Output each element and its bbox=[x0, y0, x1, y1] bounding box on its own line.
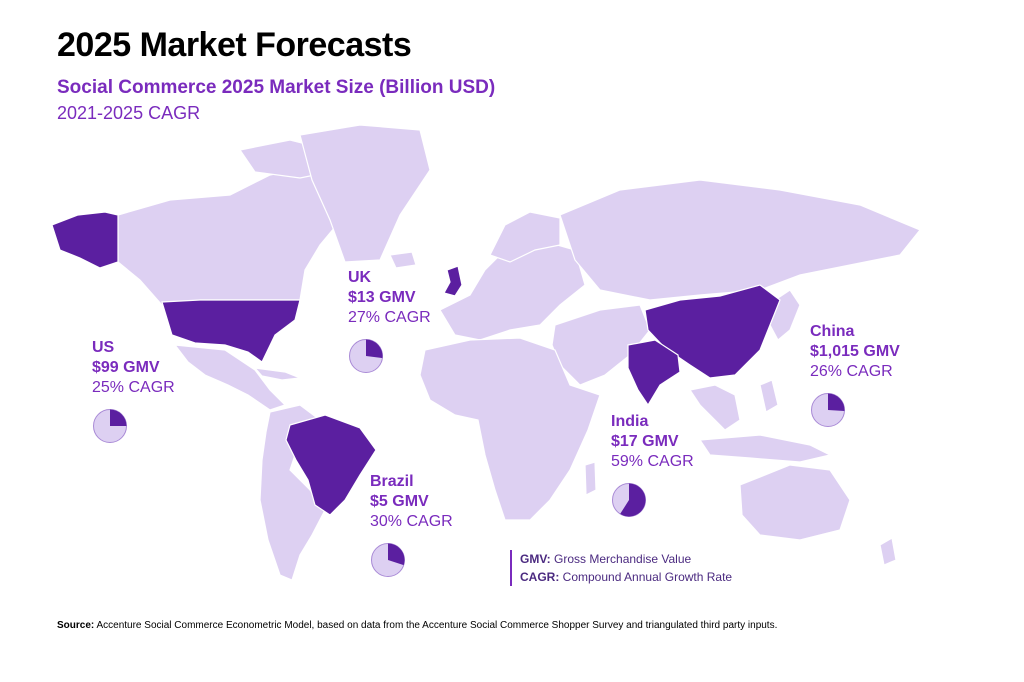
callout-india: India $17 GMV 59% CAGR bbox=[611, 412, 694, 518]
landmass-southeast-asia bbox=[689, 384, 741, 431]
page-subtitle-cagr: 2021-2025 CAGR bbox=[57, 103, 201, 123]
market-name: China bbox=[810, 323, 855, 340]
market-cagr: 26% CAGR bbox=[810, 363, 893, 380]
pie-slice-cagr bbox=[620, 483, 646, 517]
country-india bbox=[627, 339, 681, 407]
landmass-indonesia bbox=[698, 434, 832, 463]
market-gmv: $1,015 GMV bbox=[810, 343, 900, 360]
landmass-australia bbox=[739, 464, 851, 541]
market-gmv: $13 GMV bbox=[348, 289, 416, 306]
market-name: UK bbox=[348, 269, 372, 286]
country-usa bbox=[161, 299, 301, 363]
callout-brazil: Brazil $5 GMV 30% CAGR bbox=[370, 472, 453, 578]
cagr-pie-chart bbox=[93, 409, 127, 443]
pie-slice-cagr bbox=[366, 339, 383, 359]
landmass-scandinavia bbox=[489, 211, 561, 263]
legend-gmv-abbr: GMV: bbox=[520, 552, 551, 566]
page-subtitle: Social Commerce 2025 Market Size (Billio… bbox=[57, 77, 496, 98]
market-cagr: 59% CAGR bbox=[611, 453, 694, 470]
pie-slice-cagr bbox=[110, 409, 127, 426]
legend-gmv: GMV: Gross Merchandise Value bbox=[520, 550, 732, 568]
source-label: Source: bbox=[57, 620, 95, 631]
source-text: Accenture Social Commerce Econometric Mo… bbox=[96, 620, 778, 631]
landmass-philippines bbox=[759, 379, 779, 413]
country-brazil bbox=[285, 414, 377, 516]
legend-cagr-abbr: CAGR: bbox=[520, 570, 560, 584]
legend-cagr-text: Compound Annual Growth Rate bbox=[562, 570, 733, 584]
legend: GMV: Gross Merchandise Value CAGR: Compo… bbox=[510, 550, 732, 586]
landmass-greenland bbox=[299, 124, 431, 263]
callout-us: US $99 GMV 25% CAGR bbox=[92, 338, 175, 444]
market-name: India bbox=[611, 413, 649, 430]
pie-slice-cagr bbox=[388, 543, 405, 566]
page-title: 2025 Market Forecasts bbox=[57, 26, 412, 64]
source-note: Source: Accenture Social Commerce Econom… bbox=[57, 620, 777, 631]
market-gmv: $5 GMV bbox=[370, 493, 429, 510]
landmass-iceland bbox=[389, 251, 417, 269]
market-cagr: 30% CAGR bbox=[370, 513, 453, 530]
landmass-caribbean bbox=[253, 367, 301, 381]
landmass-new-zealand bbox=[879, 537, 897, 566]
cagr-pie-chart bbox=[811, 393, 845, 427]
market-cagr: 25% CAGR bbox=[92, 379, 175, 396]
landmass-north-america bbox=[117, 164, 361, 306]
legend-gmv-text: Gross Merchandise Value bbox=[554, 552, 692, 566]
callout-china: China $1,015 GMV 26% CAGR bbox=[810, 322, 900, 428]
country-uk bbox=[443, 265, 463, 297]
market-cagr: 27% CAGR bbox=[348, 309, 431, 326]
legend-cagr: CAGR: Compound Annual Growth Rate bbox=[520, 568, 732, 586]
landmass-russia bbox=[559, 179, 921, 301]
callout-uk: UK $13 GMV 27% CAGR bbox=[348, 268, 431, 374]
market-name: US bbox=[92, 339, 115, 356]
landmass-madagascar bbox=[584, 461, 597, 496]
country-alaska bbox=[51, 211, 119, 269]
market-name: Brazil bbox=[370, 473, 414, 490]
cagr-pie-chart bbox=[349, 339, 383, 373]
market-gmv: $17 GMV bbox=[611, 433, 679, 450]
market-gmv: $99 GMV bbox=[92, 359, 160, 376]
cagr-pie-chart bbox=[371, 543, 405, 577]
pie-slice-cagr bbox=[828, 393, 845, 412]
cagr-pie-chart bbox=[612, 483, 646, 517]
landmass-mexico-central-america bbox=[173, 344, 287, 411]
landmass-africa bbox=[419, 337, 601, 521]
